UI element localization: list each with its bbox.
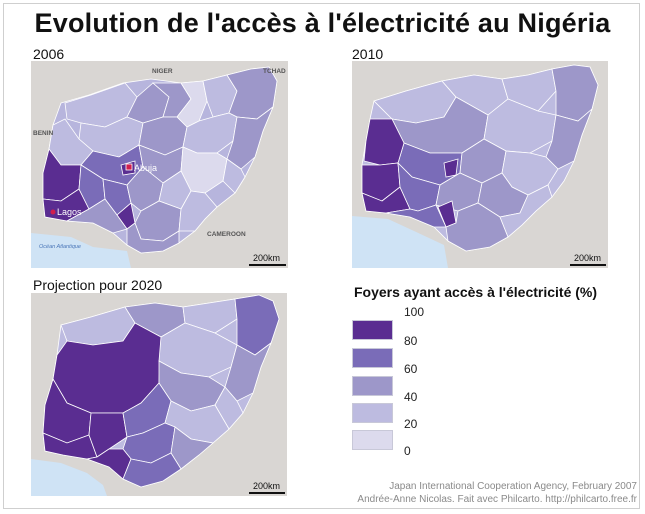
map-2006-year-label: 2006 <box>33 46 65 62</box>
legend-swatch-60-80 <box>352 348 393 368</box>
tchad-label: TCHAD <box>263 68 286 75</box>
legend-swatch-40-60 <box>352 376 393 396</box>
lagos-marker <box>50 209 56 215</box>
abuja-label: Abuja <box>134 163 157 173</box>
legend-tick-80: 80 <box>404 334 418 348</box>
abuja-marker <box>125 163 133 171</box>
legend-tick-60: 60 <box>404 362 418 376</box>
figure-title: Evolution de l'accès à l'électricité au … <box>34 8 611 38</box>
map-2006-scale-label: 200km <box>253 253 280 263</box>
cameroon-label: CAMEROON <box>207 231 246 238</box>
map-2020: 200km <box>31 293 287 496</box>
legend-swatch-0-20 <box>352 430 393 450</box>
map-2020-year-label: Projection pour 2020 <box>33 277 163 293</box>
legend-tick-20: 20 <box>404 417 418 431</box>
map-2020-scale-label: 200km <box>253 481 280 491</box>
legend-title: Foyers ayant accès à l'électricité (%) <box>354 284 598 300</box>
map-2006: NIGER TCHAD BENIN CAMEROON Océan Atlanti… <box>31 61 288 268</box>
legend-tick-40: 40 <box>404 390 418 404</box>
benin-label: BENIN <box>33 130 54 137</box>
legend-swatch-20-40 <box>352 403 393 423</box>
map-2010-year-label: 2010 <box>352 46 384 62</box>
legend-tick-100: 100 <box>404 305 425 319</box>
figure-frame <box>3 3 640 509</box>
map-2010: 200km <box>352 61 608 268</box>
niger-label: NIGER <box>152 68 173 75</box>
legend-swatch-80-100 <box>352 320 393 340</box>
legend-tick-0: 0 <box>404 444 411 458</box>
credit-author: Andrée-Anne Nicolas. Fait avec Philcarto… <box>357 494 637 505</box>
map-2010-scale-label: 200km <box>574 253 601 263</box>
ocean-label: Océan Atlantique <box>39 244 81 250</box>
credit-source: Japan International Cooperation Agency, … <box>389 481 637 492</box>
lagos-label: Lagos <box>57 207 82 217</box>
